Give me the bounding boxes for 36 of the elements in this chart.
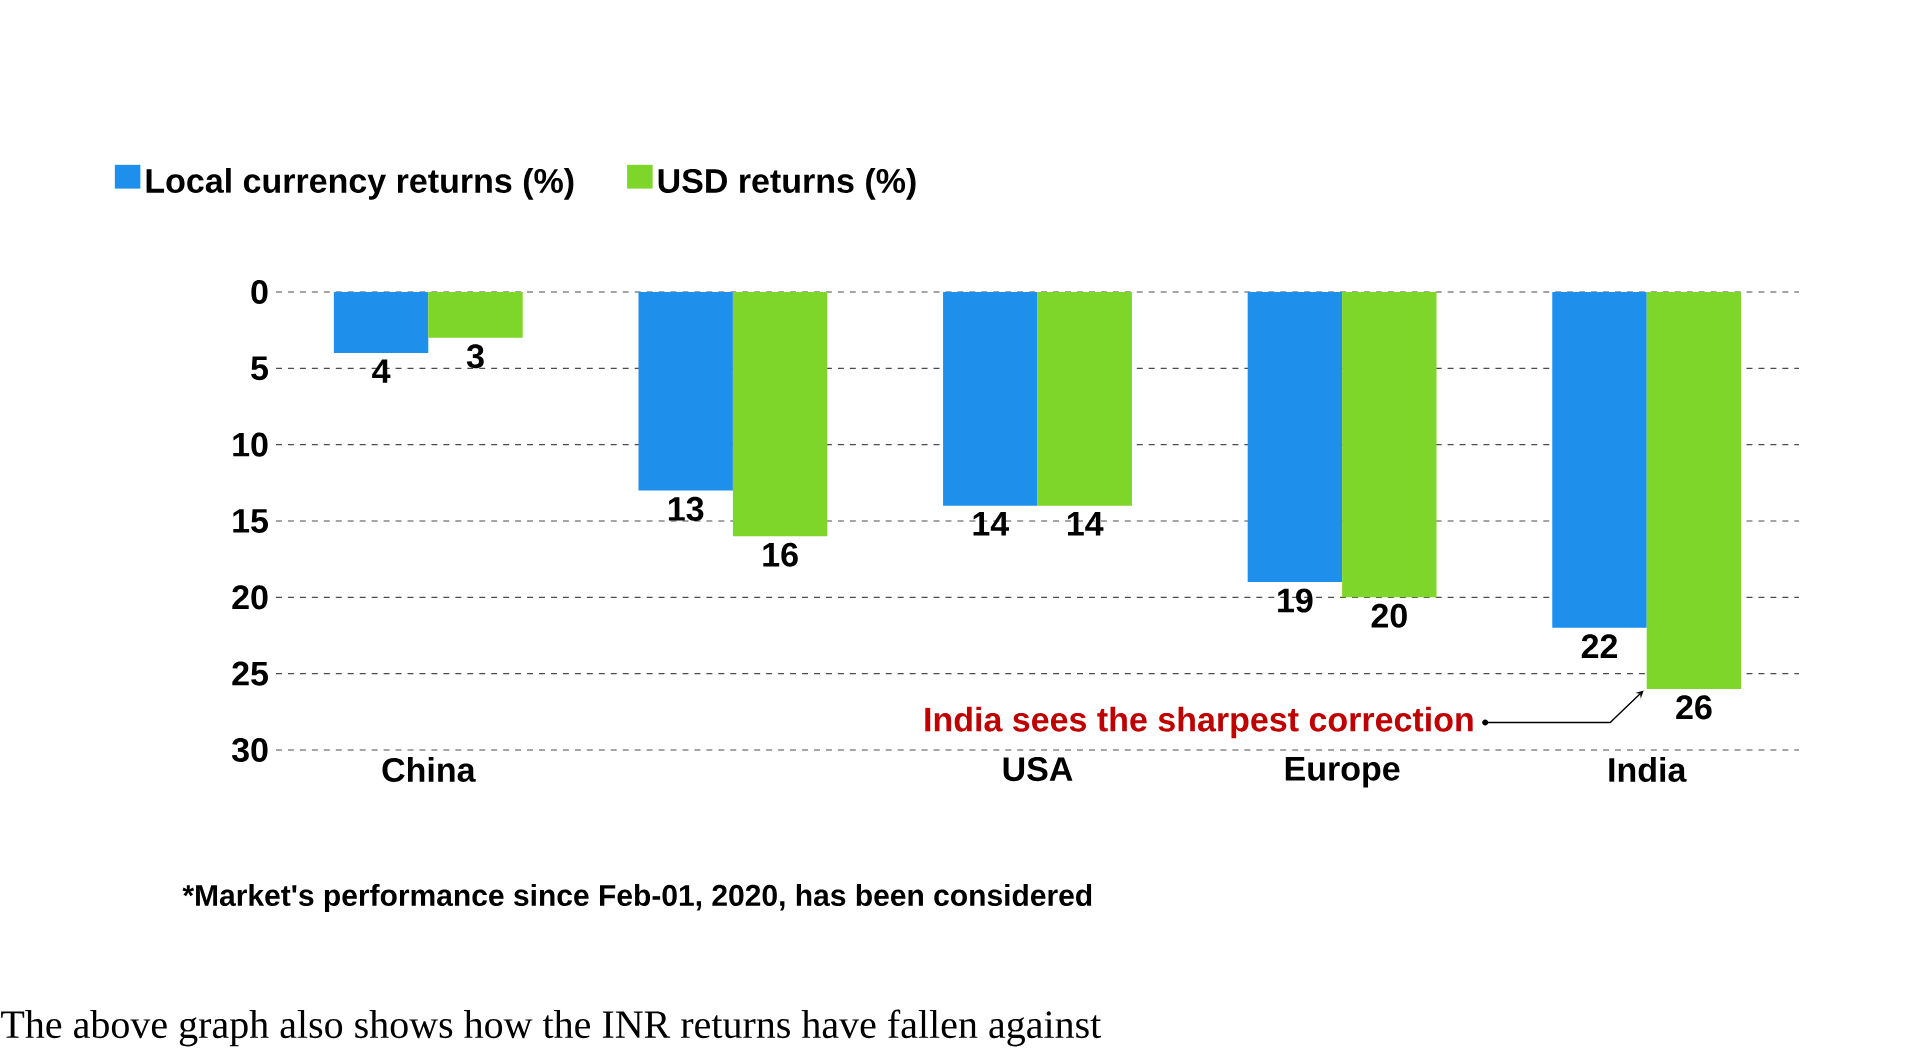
data-label: 20 (1371, 603, 1407, 628)
y-tick-label: 20 (232, 585, 268, 610)
y-tick-label: 30 (231, 737, 268, 763)
data-label: 14 (973, 512, 1010, 536)
x-tick-label: Europe (1285, 757, 1400, 788)
legend-label: USD returns (%) (658, 168, 916, 200)
x-tick-label: India (1609, 757, 1687, 783)
annotation: India sees the sharpest correction (925, 706, 1473, 739)
bar (333, 292, 429, 354)
y-tick-label: 5 (251, 356, 269, 381)
data-label: 26 (1676, 695, 1712, 720)
bar (943, 292, 1038, 506)
bar (732, 292, 828, 537)
bar (1247, 292, 1343, 583)
data-label: 3 (466, 344, 484, 369)
text: *Market's performance since Feb-01, 2020, has been considered (182, 884, 1092, 912)
bar (1342, 292, 1437, 598)
x-tick-label: China (382, 757, 476, 783)
legend-label: Local currency returns (%) (146, 168, 574, 200)
data-label: 14 (1067, 512, 1104, 536)
bar (428, 292, 523, 338)
bar (1037, 292, 1132, 506)
x-tick-label: USA (1003, 757, 1073, 782)
data-label: 19 (1278, 588, 1313, 613)
y-tick-label: 10 (233, 432, 268, 457)
data-label: 22 (1581, 634, 1618, 659)
bar (1646, 292, 1742, 689)
text: The above graph also shows how the INR returns have fallen against (1, 1009, 1102, 1047)
bar (638, 292, 733, 491)
y-tick-label: 25 (232, 661, 269, 686)
y-tick-label: 0 (251, 279, 268, 305)
data-label: 4 (372, 359, 391, 383)
data-label: 16 (763, 542, 798, 567)
bar (1552, 292, 1647, 628)
data-label: 13 (668, 496, 704, 521)
y-tick-label: 15 (233, 509, 269, 533)
